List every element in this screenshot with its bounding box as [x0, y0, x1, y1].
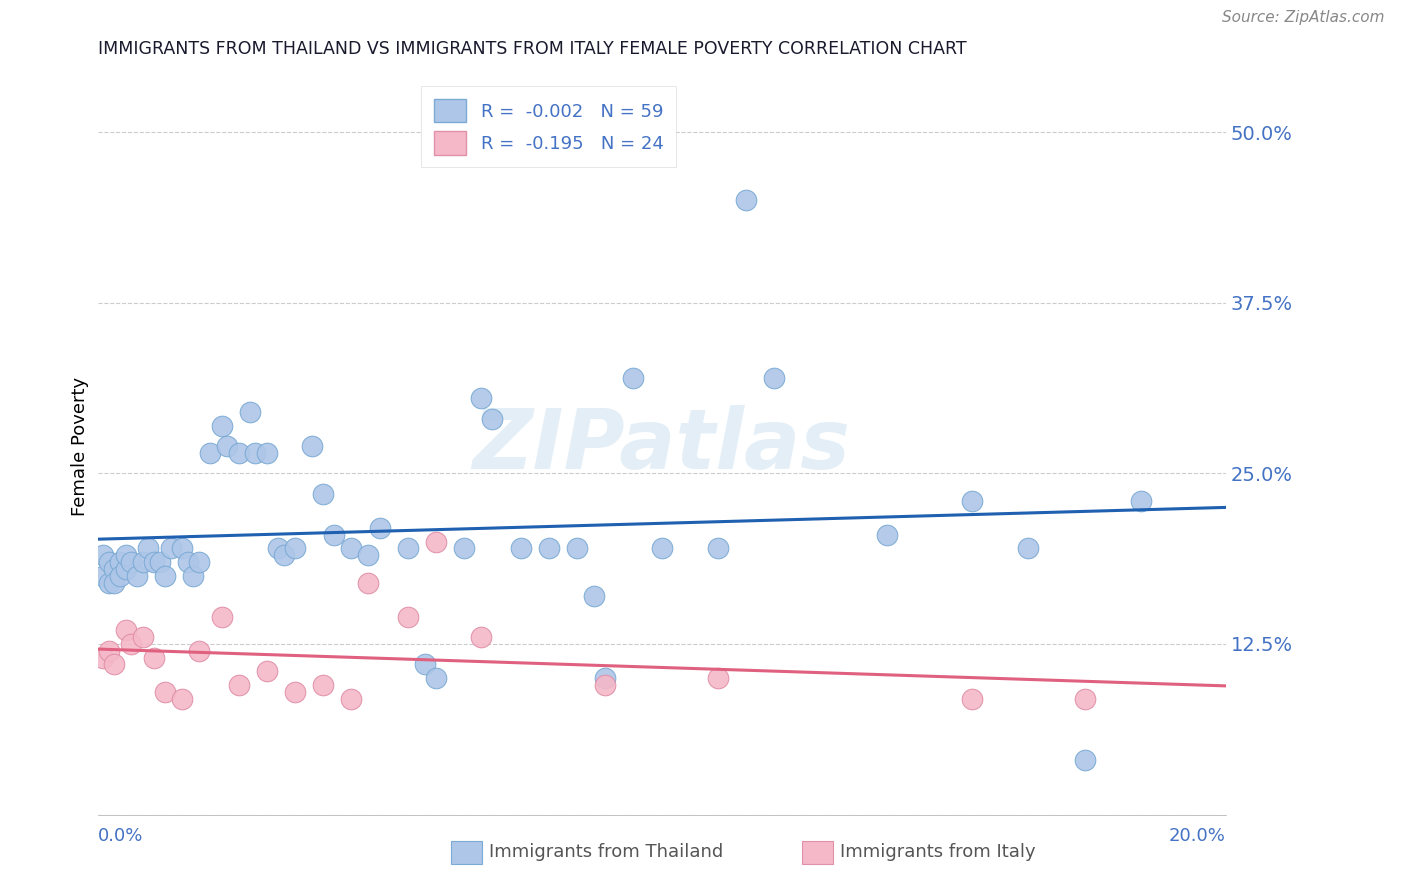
- Point: [120, 555, 142, 569]
- Point: [707, 671, 730, 685]
- Point: [323, 527, 346, 541]
- Text: IMMIGRANTS FROM THAILAND VS IMMIGRANTS FROM ITALY FEMALE POVERTY CORRELATION CHA: IMMIGRANTS FROM THAILAND VS IMMIGRANTS F…: [98, 40, 967, 58]
- Point: [960, 493, 983, 508]
- Point: [183, 568, 205, 582]
- Point: [239, 405, 262, 419]
- Point: [357, 548, 380, 562]
- Text: 0.0%: 0.0%: [97, 827, 143, 846]
- Point: [763, 370, 786, 384]
- Point: [97, 575, 120, 590]
- Point: [1130, 493, 1153, 508]
- Point: [103, 657, 125, 672]
- Point: [509, 541, 531, 556]
- Point: [211, 418, 233, 433]
- Point: [312, 678, 335, 692]
- Point: [256, 446, 278, 460]
- Point: [267, 541, 290, 556]
- Point: [470, 391, 492, 405]
- Point: [284, 541, 307, 556]
- Point: [138, 541, 160, 556]
- Point: [228, 678, 250, 692]
- Point: [160, 541, 183, 556]
- Point: [876, 527, 898, 541]
- Point: [217, 439, 239, 453]
- Point: [301, 439, 323, 453]
- Point: [103, 575, 125, 590]
- Point: [651, 541, 673, 556]
- Point: [91, 568, 114, 582]
- Point: [108, 555, 131, 569]
- Point: [481, 411, 503, 425]
- Point: [131, 555, 153, 569]
- Point: [413, 657, 436, 672]
- Point: [340, 691, 363, 706]
- Point: [172, 541, 194, 556]
- Point: [312, 487, 335, 501]
- Point: [155, 568, 177, 582]
- Point: [470, 630, 492, 644]
- Point: [103, 562, 125, 576]
- Point: [114, 562, 136, 576]
- Text: ZIPatlas: ZIPatlas: [472, 406, 851, 486]
- Point: [177, 555, 200, 569]
- Point: [340, 541, 363, 556]
- Point: [593, 671, 616, 685]
- Text: Immigrants from Thailand: Immigrants from Thailand: [489, 844, 723, 862]
- Point: [188, 644, 211, 658]
- Point: [114, 548, 136, 562]
- Point: [537, 541, 560, 556]
- Point: [91, 548, 114, 562]
- Point: [1073, 753, 1095, 767]
- Point: [172, 691, 194, 706]
- Point: [91, 650, 114, 665]
- Point: [149, 555, 172, 569]
- Point: [593, 678, 616, 692]
- Point: [108, 568, 131, 582]
- Point: [425, 534, 447, 549]
- Point: [284, 684, 307, 698]
- Text: 20.0%: 20.0%: [1168, 827, 1226, 846]
- Text: Source: ZipAtlas.com: Source: ZipAtlas.com: [1222, 11, 1385, 25]
- Point: [245, 446, 267, 460]
- Point: [188, 555, 211, 569]
- Point: [960, 691, 983, 706]
- Point: [735, 194, 758, 208]
- Point: [256, 665, 278, 679]
- Point: [143, 650, 166, 665]
- Point: [200, 446, 222, 460]
- Point: [368, 521, 391, 535]
- Point: [565, 541, 588, 556]
- Point: [155, 684, 177, 698]
- Point: [396, 609, 419, 624]
- Point: [125, 568, 148, 582]
- Point: [582, 589, 605, 603]
- Point: [396, 541, 419, 556]
- Point: [425, 671, 447, 685]
- Point: [357, 575, 380, 590]
- Y-axis label: Female Poverty: Female Poverty: [72, 376, 89, 516]
- Point: [707, 541, 730, 556]
- Legend: R =  -0.002   N = 59, R =  -0.195   N = 24: R = -0.002 N = 59, R = -0.195 N = 24: [422, 87, 676, 167]
- Point: [131, 630, 153, 644]
- Point: [143, 555, 166, 569]
- Point: [453, 541, 475, 556]
- Point: [114, 624, 136, 638]
- Point: [273, 548, 295, 562]
- Point: [1017, 541, 1039, 556]
- Text: Immigrants from Italy: Immigrants from Italy: [841, 844, 1036, 862]
- Point: [1073, 691, 1095, 706]
- Point: [228, 446, 250, 460]
- Point: [211, 609, 233, 624]
- Point: [97, 644, 120, 658]
- Point: [120, 637, 142, 651]
- Point: [621, 370, 644, 384]
- Point: [97, 555, 120, 569]
